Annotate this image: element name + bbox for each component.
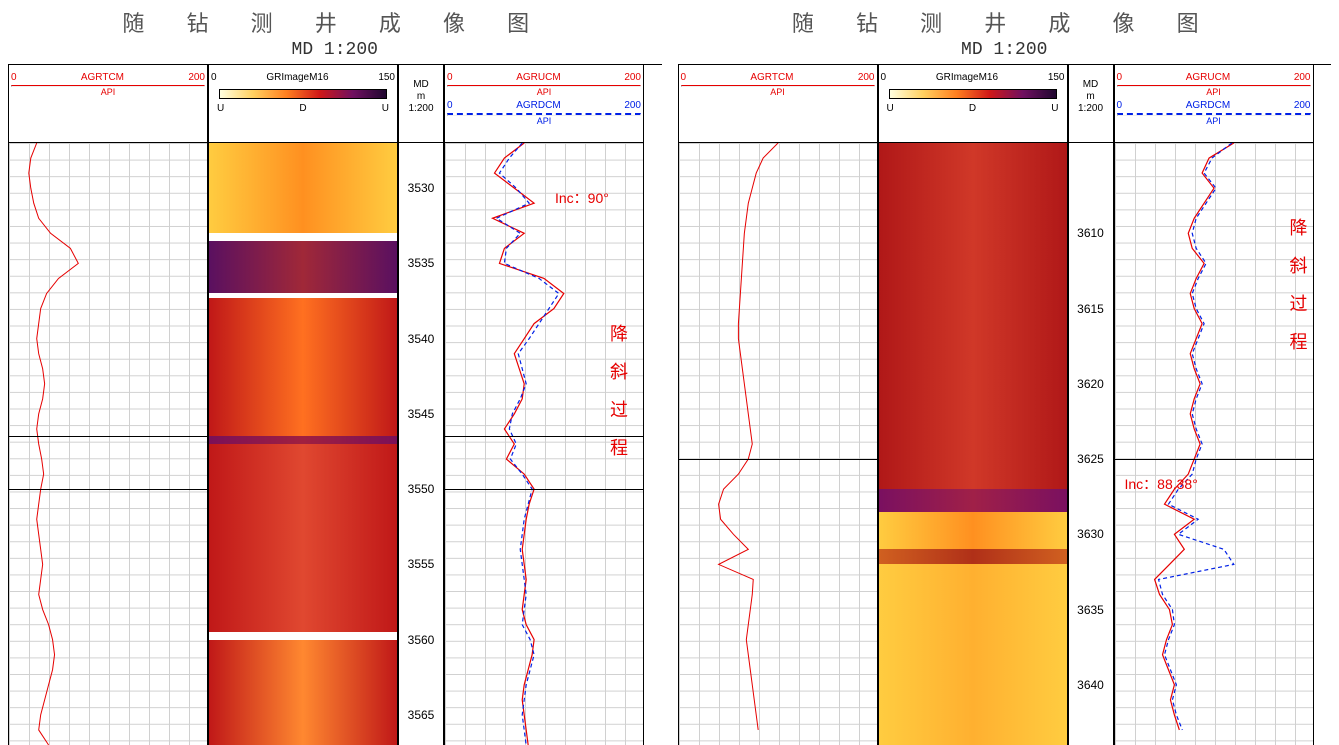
heatmap xyxy=(879,143,1067,745)
panel-subtitle: MD 1:200 xyxy=(8,40,662,60)
annot-vert-1: 降斜过程 xyxy=(1285,218,1311,370)
depth-l1: MD xyxy=(1071,79,1111,91)
depth-header: MD m 1:200 xyxy=(399,65,443,143)
udu-u2: U xyxy=(382,103,389,114)
image-header: 0 GRImageM16 150 U D U xyxy=(879,65,1067,143)
depth-l3: 1:200 xyxy=(1071,103,1111,115)
annot-inc-0: Inc：90° xyxy=(555,188,609,208)
panel-title: 随 钻 测 井 成 像 图 xyxy=(678,6,1332,38)
t1-max: 200 xyxy=(188,72,205,83)
depth-header: MD m 1:200 xyxy=(1069,65,1113,143)
depth-ticks: 3610361536203625363036353640 xyxy=(1069,143,1113,745)
t3-body: Inc：90° 降斜过程 xyxy=(445,143,643,745)
img-max: 150 xyxy=(378,72,395,83)
right-panel: 随 钻 测 井 成 像 图 MD 1:200 0 AGRTCM 200 API xyxy=(670,0,1339,745)
gradient-bar xyxy=(219,89,387,99)
t3b-label: AGRDCM xyxy=(1122,100,1294,111)
t1-body xyxy=(679,143,877,745)
depth-l3: 1:200 xyxy=(401,103,441,115)
t3-curves xyxy=(1115,143,1313,745)
t3-header: 0 AGRUCM 200 API 0 AGRDCM 200 API xyxy=(1115,65,1313,143)
t3a-label: AGRUCM xyxy=(1122,72,1294,83)
t1-body xyxy=(9,143,207,745)
track-depth: MD m 1:200 3610361536203625363036353640 xyxy=(1068,65,1114,745)
t3b-max: 200 xyxy=(1294,100,1311,111)
udu-row: U D U xyxy=(211,103,395,114)
t3-header: 0 AGRUCM 200 API 0 AGRDCM 200 API xyxy=(445,65,643,143)
track1-header: 0 AGRTCM 200 API xyxy=(9,65,207,143)
image-header: 0 GRImageM16 150 U D U xyxy=(209,65,397,143)
img-label: GRImageM16 xyxy=(217,72,379,83)
t3a-label: AGRUCM xyxy=(453,72,625,83)
t3a-max: 200 xyxy=(1294,72,1311,83)
udu-row: U D U xyxy=(881,103,1065,114)
t1-unit: API xyxy=(681,87,875,97)
udu-u1: U xyxy=(887,103,894,114)
t3b-max: 200 xyxy=(624,100,641,111)
udu-u1: U xyxy=(217,103,224,114)
track-agrtcm: 0 AGRTCM 200 API xyxy=(8,65,208,745)
t3a-unit: API xyxy=(447,87,641,97)
t1-label: AGRTCM xyxy=(686,72,858,83)
depth-body: 3610361536203625363036353640 xyxy=(1069,143,1113,745)
t3a-max: 200 xyxy=(624,72,641,83)
depth-l1: MD xyxy=(401,79,441,91)
udu-u2: U xyxy=(1051,103,1058,114)
image-body xyxy=(209,143,397,745)
t3b-unit: API xyxy=(1117,116,1311,126)
t3b-unit: API xyxy=(447,116,641,126)
depth-l2: m xyxy=(401,91,441,103)
tracks-row: 0 AGRTCM 200 API 0 GRImageM16 150 xyxy=(678,64,1332,745)
track-agru: 0 AGRUCM 200 API 0 AGRDCM 200 API Inc：88 xyxy=(1114,65,1314,745)
t1-curve xyxy=(9,143,207,745)
track-image: 0 GRImageM16 150 U D U xyxy=(878,65,1068,745)
panel-title: 随 钻 测 井 成 像 图 xyxy=(8,6,662,38)
depth-ticks: 35303535354035453550355535603565 xyxy=(399,143,443,745)
udu-d: D xyxy=(969,103,976,114)
depth-body: 35303535354035453550355535603565 xyxy=(399,143,443,745)
tracks-row: 0 AGRTCM 200 API 0 GRImageM16 150 xyxy=(8,64,662,745)
t1-max: 200 xyxy=(858,72,875,83)
track-image: 0 GRImageM16 150 U D U xyxy=(208,65,398,745)
t3a-unit: API xyxy=(1117,87,1311,97)
img-label: GRImageM16 xyxy=(886,72,1048,83)
left-panel: 随 钻 测 井 成 像 图 MD 1:200 0 AGRTCM 200 API xyxy=(0,0,670,745)
t3b-label: AGRDCM xyxy=(453,100,625,111)
image-body xyxy=(879,143,1067,745)
track-depth: MD m 1:200 35303535354035453550355535603… xyxy=(398,65,444,745)
track-agrtcm: 0 AGRTCM 200 API xyxy=(678,65,878,745)
panel-subtitle: MD 1:200 xyxy=(678,40,1332,60)
track1-header: 0 AGRTCM 200 API xyxy=(679,65,877,143)
gradient-bar xyxy=(889,89,1057,99)
t1-curve xyxy=(679,143,877,745)
heatmap xyxy=(209,143,397,745)
t3-body: Inc：88.38° 降斜过程 xyxy=(1115,143,1313,745)
img-max: 150 xyxy=(1048,72,1065,83)
annot-vert-0: 降斜过程 xyxy=(605,324,631,476)
t1-unit: API xyxy=(11,87,205,97)
annot-inc-1: Inc：88.38° xyxy=(1125,474,1198,494)
udu-d: D xyxy=(299,103,306,114)
depth-l2: m xyxy=(1071,91,1111,103)
track-agru: 0 AGRUCM 200 API 0 AGRDCM 200 API Inc：90 xyxy=(444,65,644,745)
t1-label: AGRTCM xyxy=(17,72,189,83)
